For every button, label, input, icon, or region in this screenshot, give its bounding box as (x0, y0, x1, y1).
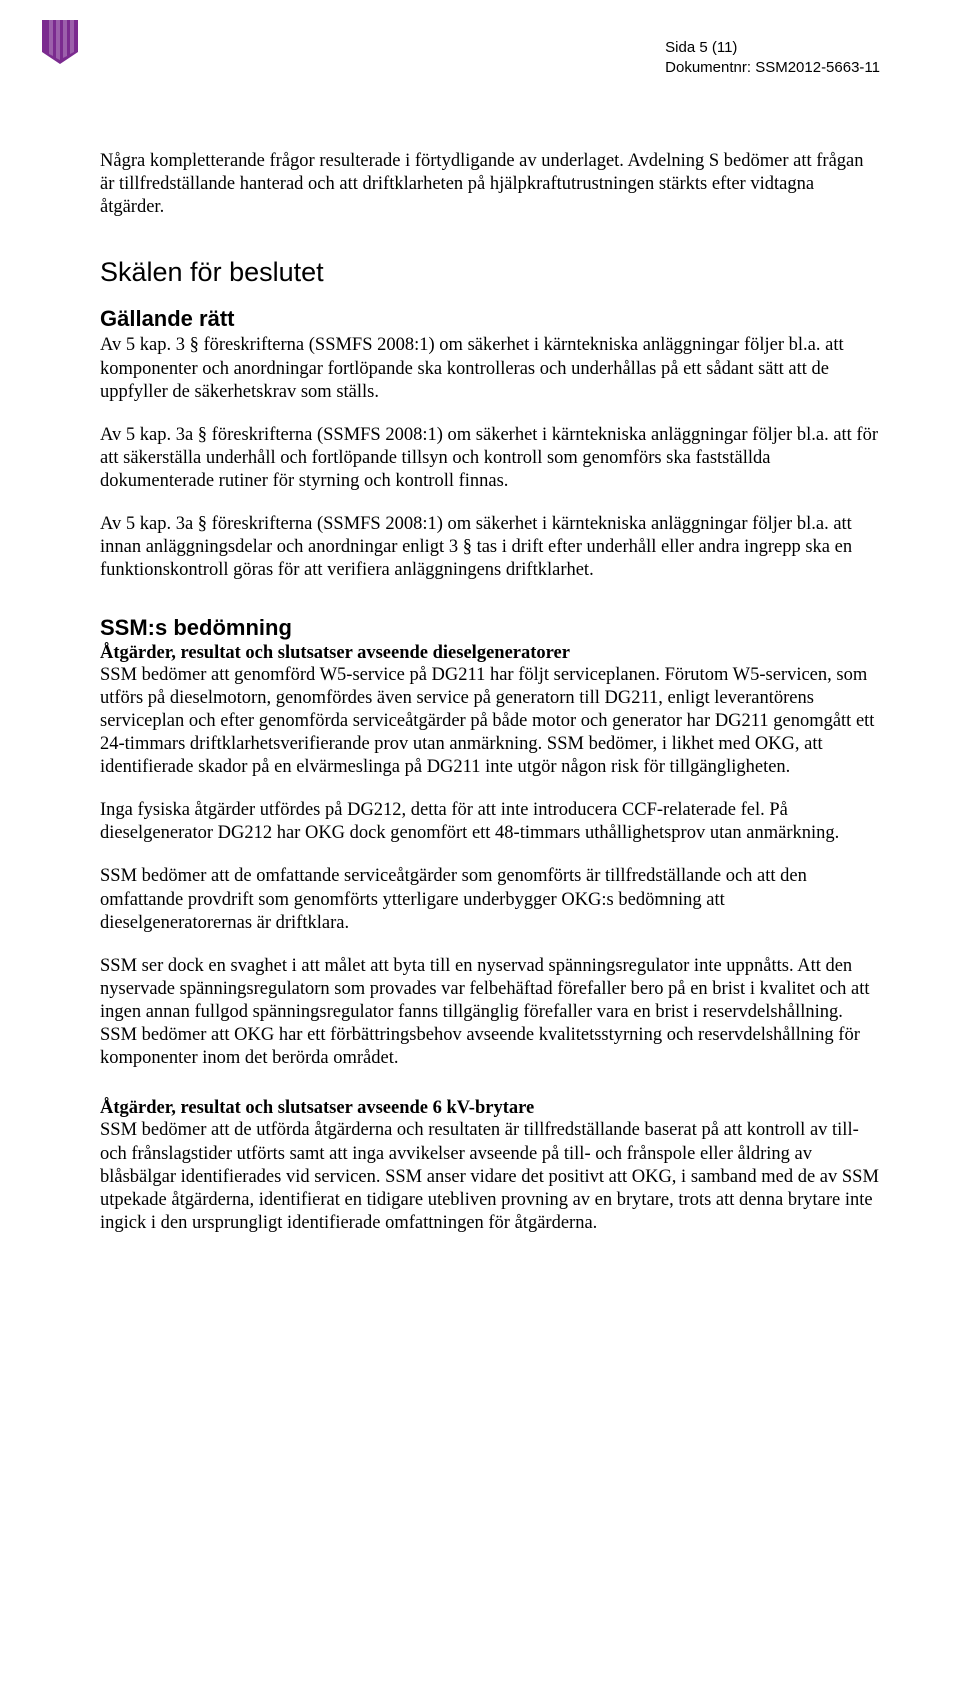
page-header: Sida 5 (11) Dokumentnr: SSM2012-5663-11 (665, 38, 880, 79)
body-paragraph: Inga fysiska åtgärder utfördes på DG212,… (100, 799, 880, 845)
document-page: Sida 5 (11) Dokumentnr: SSM2012-5663-11 … (0, 0, 960, 1698)
body-paragraph: SSM bedömer att de utförda åtgärderna oc… (100, 1119, 880, 1235)
body-paragraph: Av 5 kap. 3 § föreskrifterna (SSMFS 2008… (100, 334, 880, 403)
body-paragraph: SSM ser dock en svaghet i att målet att … (100, 955, 880, 1071)
sub-subsection-heading: Åtgärder, resultat och slutsatser avseen… (100, 1098, 880, 1119)
sub-subsection-heading: Åtgärder, resultat och slutsatser avseen… (100, 643, 880, 664)
document-body: Några kompletterande frågor resulterade … (100, 50, 880, 1235)
intro-paragraph: Några kompletterande frågor resulterade … (100, 150, 880, 219)
body-paragraph: Av 5 kap. 3a § föreskrifterna (SSMFS 200… (100, 424, 880, 493)
body-paragraph: SSM bedömer att genomförd W5-service på … (100, 664, 880, 780)
body-paragraph: Av 5 kap. 3a § föreskrifterna (SSMFS 200… (100, 513, 880, 582)
document-number: Dokumentnr: SSM2012-5663-11 (665, 58, 880, 78)
body-paragraph: SSM bedömer att de omfattande serviceåtg… (100, 865, 880, 934)
subsection-heading: Gällande rätt (100, 306, 880, 332)
ssm-logo (42, 20, 78, 69)
section-heading: Skälen för beslutet (100, 257, 880, 288)
subsection-heading: SSM:s bedömning (100, 615, 880, 641)
page-number: Sida 5 (11) (665, 38, 880, 58)
